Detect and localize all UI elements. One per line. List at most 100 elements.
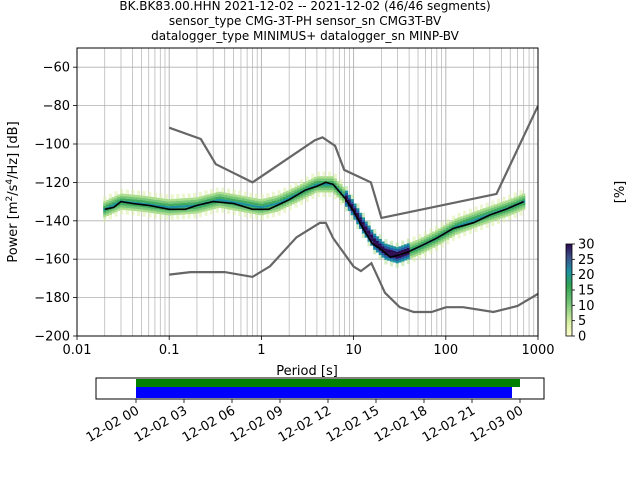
heatmap-cell — [226, 204, 231, 208]
heatmap-cell — [105, 204, 110, 207]
heatmap-cell — [314, 183, 318, 187]
heatmap-cell — [519, 194, 523, 198]
heatmap-cell — [479, 223, 484, 226]
heatmap-cell — [423, 231, 427, 234]
heatmap-cell — [437, 242, 441, 245]
heatmap-cell — [176, 212, 180, 215]
y-tick-label: −100 — [34, 138, 70, 153]
heatmap-cell — [187, 200, 191, 203]
heatmap-cell — [103, 201, 107, 204]
heatmap-cell — [463, 213, 467, 216]
heatmap-cell — [316, 176, 321, 179]
heatmap-cell — [516, 198, 520, 201]
heatmap-cell — [125, 194, 129, 197]
heatmap-cell — [387, 244, 391, 247]
heatmap-cell — [131, 203, 135, 207]
heatmap-cell — [342, 198, 346, 201]
heatmap-cell — [485, 211, 489, 215]
heatmap-cell — [510, 207, 515, 210]
heatmap-cell — [294, 182, 298, 185]
heatmap-cell — [238, 211, 242, 214]
heatmap-cell — [254, 193, 259, 197]
heatmap-cell — [370, 229, 374, 232]
heatmap-cell — [404, 258, 408, 261]
heatmap-cell — [252, 202, 256, 205]
heatmap-cell — [482, 217, 486, 220]
heatmap-cell — [418, 257, 422, 260]
heatmap-cell — [311, 180, 315, 183]
heatmap-cell — [288, 194, 292, 197]
heatmap-cell — [162, 205, 166, 208]
heatmap-cell — [176, 200, 180, 204]
heatmap-cell — [156, 209, 160, 212]
colorbar-tick-label: 10 — [578, 299, 595, 314]
heatmap-cell — [446, 237, 450, 240]
heatmap-cell — [201, 207, 205, 210]
heatmap-cell — [488, 206, 492, 209]
heatmap-cell — [344, 204, 349, 207]
heatmap-cell — [465, 216, 470, 220]
heatmap-cell — [128, 196, 132, 200]
heatmap-cell — [277, 190, 281, 193]
heatmap-cell — [131, 192, 135, 195]
heatmap-cell — [468, 227, 472, 230]
colorbar-gradient — [565, 243, 573, 337]
heatmap-cell — [505, 209, 509, 213]
heatmap-cell — [477, 224, 481, 227]
heatmap-cell — [103, 198, 107, 202]
heatmap-cell — [111, 211, 115, 214]
heatmap-cell — [181, 193, 186, 197]
heatmap-cell — [474, 206, 478, 210]
heatmap-cell — [328, 173, 332, 177]
heatmap-cell — [131, 201, 135, 204]
heatmap-cell — [232, 189, 236, 192]
heatmap-cell — [105, 202, 110, 205]
heatmap-cell — [162, 212, 166, 215]
heatmap-cell — [395, 242, 399, 245]
heatmap-cell — [128, 194, 132, 197]
heatmap-cell — [384, 257, 388, 260]
heatmap-cell — [423, 254, 427, 257]
heatmap-cell — [263, 200, 267, 204]
heatmap-cell — [423, 245, 427, 248]
heatmap-cell — [280, 195, 284, 199]
heatmap-cell — [460, 218, 464, 222]
heatmap-cell — [493, 213, 498, 216]
heatmap-cell — [120, 205, 124, 208]
heatmap-cell — [170, 210, 174, 213]
heatmap-cell — [373, 252, 377, 255]
heatmap-cell — [103, 196, 107, 199]
heatmap-cell — [457, 222, 461, 225]
heatmap-cell — [136, 197, 141, 200]
heatmap-cell — [215, 194, 219, 197]
heatmap-cell — [131, 206, 135, 209]
heatmap-cell — [432, 236, 436, 239]
heatmap-cell — [285, 204, 290, 207]
heatmap-cell — [266, 204, 270, 208]
heatmap-cell — [201, 209, 205, 212]
heatmap-cell — [429, 246, 433, 250]
heatmap-cell — [333, 187, 337, 191]
heatmap-cell — [226, 188, 231, 191]
heatmap-cell — [378, 255, 382, 258]
heatmap-cell — [150, 208, 155, 211]
heatmap-cell — [491, 219, 495, 222]
heatmap-cell — [136, 190, 141, 193]
heatmap-cell — [131, 213, 135, 216]
heatmap-cell — [378, 243, 382, 246]
heatmap-cell — [409, 255, 413, 259]
heatmap-cell — [204, 208, 208, 212]
heatmap-cell — [224, 197, 228, 200]
heatmap-cell — [190, 202, 194, 205]
heatmap-cell — [482, 212, 486, 216]
heatmap-cell — [429, 235, 433, 238]
heatmap-cell — [513, 199, 517, 202]
heatmap-cell — [150, 196, 155, 200]
heatmap-cell — [187, 197, 191, 201]
heatmap-cell — [350, 199, 354, 202]
heatmap-cell — [238, 190, 242, 193]
heatmap-cell — [224, 204, 228, 207]
heatmap-cell — [406, 247, 411, 251]
heatmap-cell — [314, 176, 318, 180]
heatmap-cell — [297, 194, 301, 198]
